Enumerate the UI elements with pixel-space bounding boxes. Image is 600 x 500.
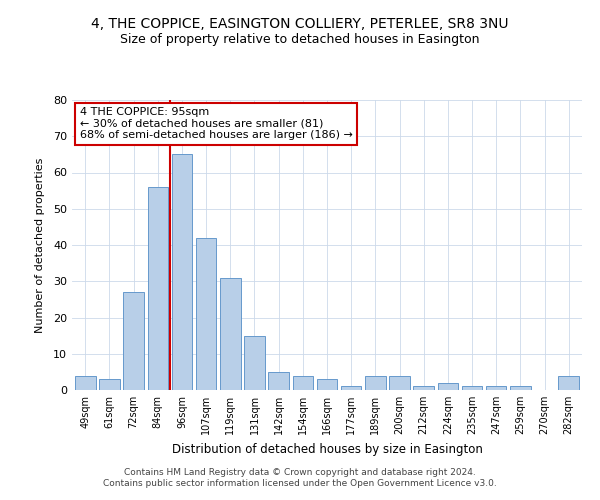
- Text: 4, THE COPPICE, EASINGTON COLLIERY, PETERLEE, SR8 3NU: 4, THE COPPICE, EASINGTON COLLIERY, PETE…: [91, 18, 509, 32]
- Text: Contains HM Land Registry data © Crown copyright and database right 2024.
Contai: Contains HM Land Registry data © Crown c…: [103, 468, 497, 487]
- Y-axis label: Number of detached properties: Number of detached properties: [35, 158, 44, 332]
- Bar: [172, 154, 192, 390]
- Bar: [486, 386, 506, 390]
- Bar: [437, 383, 458, 390]
- Bar: [389, 376, 410, 390]
- Bar: [293, 376, 313, 390]
- Bar: [196, 238, 217, 390]
- Bar: [559, 376, 579, 390]
- Bar: [148, 187, 168, 390]
- Bar: [317, 379, 337, 390]
- Bar: [365, 376, 386, 390]
- Bar: [268, 372, 289, 390]
- Text: Size of property relative to detached houses in Easington: Size of property relative to detached ho…: [120, 32, 480, 46]
- Bar: [462, 386, 482, 390]
- Bar: [220, 278, 241, 390]
- Bar: [124, 292, 144, 390]
- X-axis label: Distribution of detached houses by size in Easington: Distribution of detached houses by size …: [172, 442, 482, 456]
- Bar: [75, 376, 95, 390]
- Bar: [99, 379, 120, 390]
- Bar: [413, 386, 434, 390]
- Bar: [244, 336, 265, 390]
- Text: 4 THE COPPICE: 95sqm
← 30% of detached houses are smaller (81)
68% of semi-detac: 4 THE COPPICE: 95sqm ← 30% of detached h…: [80, 108, 353, 140]
- Bar: [510, 386, 530, 390]
- Bar: [341, 386, 361, 390]
